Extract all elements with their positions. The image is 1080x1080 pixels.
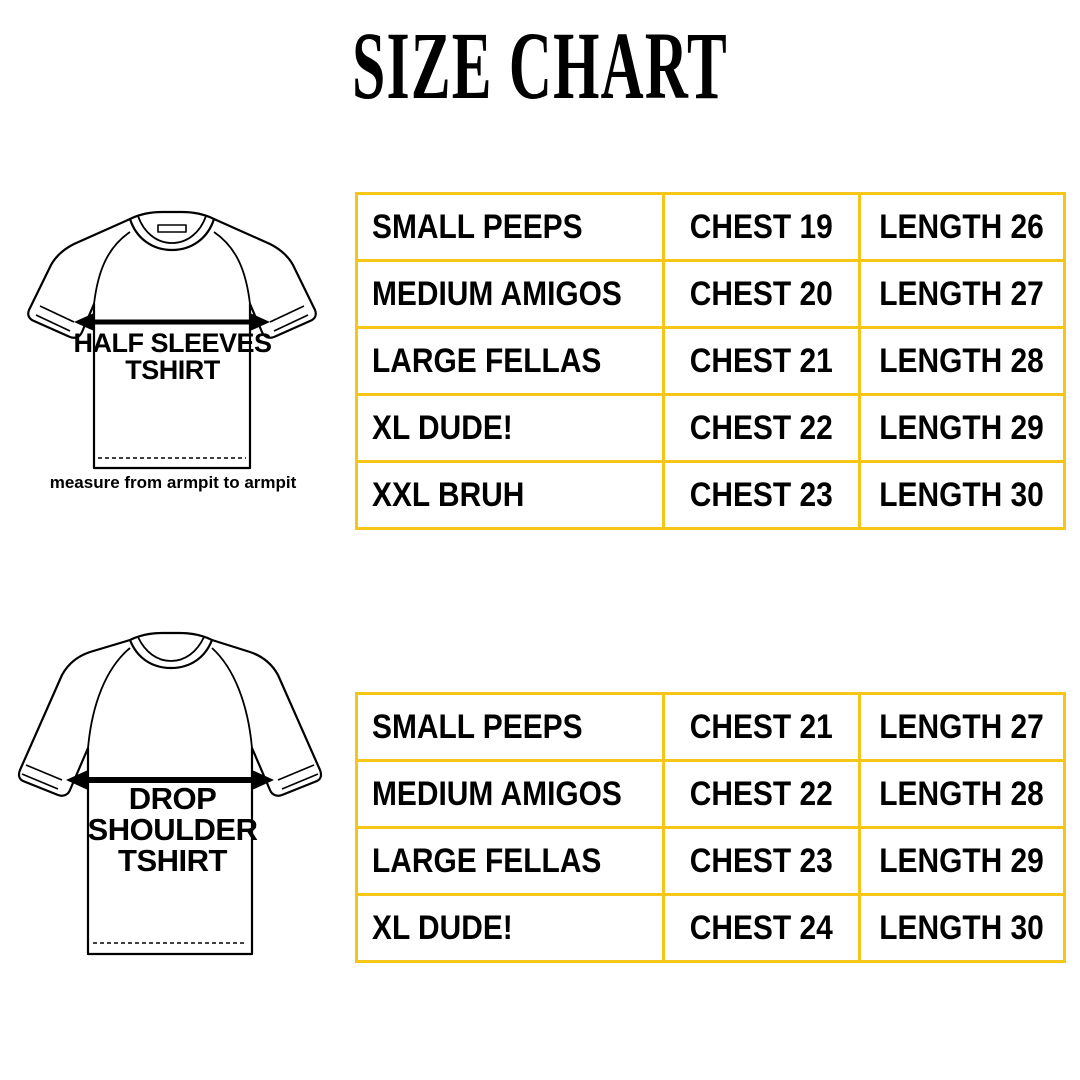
cell-size: XXL BRUH xyxy=(355,460,665,530)
cell-chest: CHEST 24 xyxy=(662,893,861,963)
table-row: MEDIUM AMIGOS CHEST 20 LENGTH 27 xyxy=(355,259,1066,329)
cell-length: LENGTH 28 xyxy=(858,326,1066,396)
cell-length: LENGTH 30 xyxy=(858,460,1066,530)
drop-shoulder-label-line2: SHOULDER xyxy=(87,812,258,847)
cell-size: SMALL PEEPS xyxy=(355,692,665,762)
chest-measure-arrow-drop xyxy=(66,770,274,790)
drop-shoulder-label-line1: DROP xyxy=(128,781,217,816)
page-title: SIZE CHART xyxy=(352,12,728,119)
cell-chest: CHEST 22 xyxy=(662,393,861,463)
cell-size: LARGE FELLAS xyxy=(355,826,665,896)
cell-length: LENGTH 27 xyxy=(858,259,1066,329)
cell-chest: CHEST 21 xyxy=(662,326,861,396)
cell-chest: CHEST 22 xyxy=(662,759,861,829)
cell-chest: CHEST 23 xyxy=(662,826,861,896)
cell-length: LENGTH 29 xyxy=(858,393,1066,463)
table-row: XXL BRUH CHEST 23 LENGTH 30 xyxy=(355,460,1066,530)
cell-size: XL DUDE! xyxy=(355,893,665,963)
half-sleeves-size-table: SMALL PEEPS CHEST 19 LENGTH 26 MEDIUM AM… xyxy=(355,192,1066,530)
drop-shoulder-label-line3: TSHIRT xyxy=(118,843,227,878)
drop-shoulder-size-table: SMALL PEEPS CHEST 21 LENGTH 27 MEDIUM AM… xyxy=(355,692,1066,963)
drop-shoulder-tshirt-illustration xyxy=(17,631,323,956)
cell-size: MEDIUM AMIGOS xyxy=(355,259,665,329)
cell-length: LENGTH 29 xyxy=(858,826,1066,896)
half-sleeves-tshirt-illustration xyxy=(27,210,317,470)
cell-chest: CHEST 20 xyxy=(662,259,861,329)
drop-shoulder-label: DROP SHOULDER TSHIRT xyxy=(55,783,290,876)
cell-size: XL DUDE! xyxy=(355,393,665,463)
cell-size: SMALL PEEPS xyxy=(355,192,665,262)
table-row: SMALL PEEPS CHEST 21 LENGTH 27 xyxy=(355,692,1066,762)
half-sleeves-label: HALF SLEEVES TSHIRT xyxy=(60,330,285,384)
table-row: LARGE FELLAS CHEST 21 LENGTH 28 xyxy=(355,326,1066,396)
half-sleeves-caption: measure from armpit to armpit xyxy=(49,473,297,492)
cell-length: LENGTH 28 xyxy=(858,759,1066,829)
table-row: XL DUDE! CHEST 22 LENGTH 29 xyxy=(355,393,1066,463)
cell-size: LARGE FELLAS xyxy=(355,326,665,396)
table-row: MEDIUM AMIGOS CHEST 22 LENGTH 28 xyxy=(355,759,1066,829)
cell-chest: CHEST 21 xyxy=(662,692,861,762)
cell-length: LENGTH 30 xyxy=(858,893,1066,963)
cell-length: LENGTH 26 xyxy=(858,192,1066,262)
cell-size: MEDIUM AMIGOS xyxy=(355,759,665,829)
half-sleeves-label-line2: TSHIRT xyxy=(125,355,220,385)
table-row: LARGE FELLAS CHEST 23 LENGTH 29 xyxy=(355,826,1066,896)
table-row: SMALL PEEPS CHEST 19 LENGTH 26 xyxy=(355,192,1066,262)
cell-chest: CHEST 19 xyxy=(662,192,861,262)
cell-chest: CHEST 23 xyxy=(662,460,861,530)
half-sleeves-label-line1: HALF SLEEVES xyxy=(73,328,272,358)
cell-length: LENGTH 27 xyxy=(858,692,1066,762)
table-row: XL DUDE! CHEST 24 LENGTH 30 xyxy=(355,893,1066,963)
